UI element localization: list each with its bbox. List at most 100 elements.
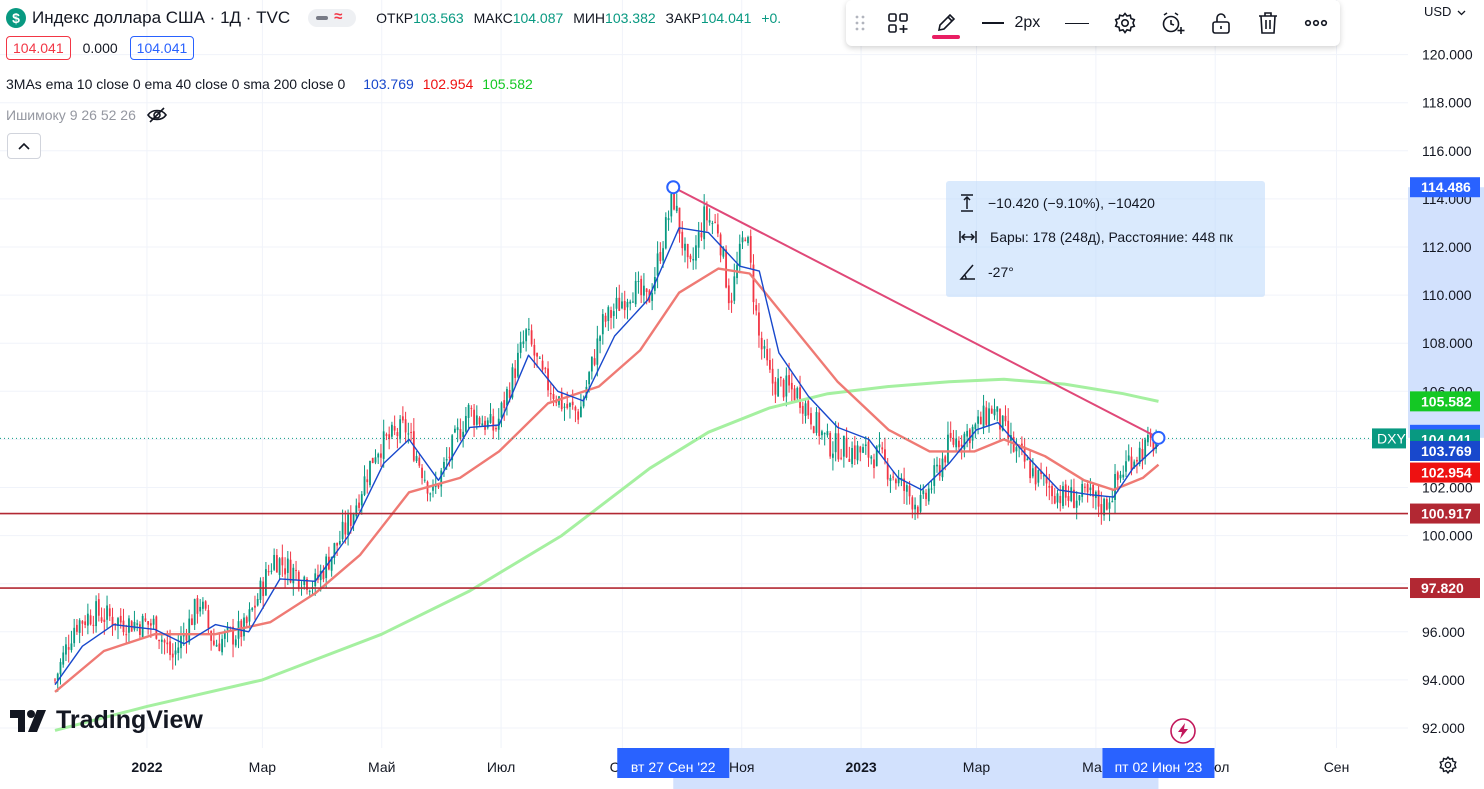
candle-body (401, 416, 404, 421)
candle-body (139, 624, 141, 635)
candle-body (632, 301, 634, 303)
candle-body (593, 358, 596, 365)
candle-body (643, 285, 645, 296)
candle-body (281, 557, 284, 566)
candle-body (640, 278, 643, 296)
candle-body (286, 558, 289, 573)
candle-body (916, 506, 919, 513)
candle-body (155, 616, 158, 639)
candle-body (884, 449, 886, 461)
candle-body (933, 465, 936, 486)
chart-settings-gear-icon[interactable] (1438, 755, 1458, 780)
lock-icon[interactable] (1197, 0, 1245, 46)
candle-body (1108, 502, 1111, 509)
candle-body (695, 245, 697, 261)
candle-body (840, 457, 843, 459)
more-icon[interactable] (1292, 0, 1340, 46)
candle-body (492, 416, 495, 431)
gear-icon[interactable] (1101, 0, 1149, 46)
candle-body (73, 627, 76, 644)
indicator-3mas[interactable]: 3MAs ema 10 close 0 ema 40 close 0 sma 2… (6, 76, 533, 92)
symbol-badge (1372, 428, 1406, 449)
price-tick-label: 94.000 (1422, 672, 1465, 688)
indicator-ichimoku[interactable]: Ишимоку 9 26 52 26 (6, 106, 168, 124)
market-status-pill[interactable]: ≈ (308, 8, 357, 27)
candle-body (467, 404, 470, 419)
candle-body (1051, 485, 1053, 497)
candle-body (771, 368, 774, 384)
tradingview-logo[interactable]: TradingView (10, 706, 203, 735)
candle-body (108, 608, 111, 617)
candle-body (248, 609, 251, 622)
price-badge (1410, 177, 1480, 198)
candle-body (306, 578, 308, 591)
line-width-button[interactable]: 2px (970, 0, 1054, 46)
candle-body (396, 432, 399, 437)
candle-body (319, 570, 322, 581)
symbol-title[interactable]: Индекс доллара США · 1Д · TVC (32, 8, 291, 27)
candle-body (601, 314, 604, 335)
add-object-icon[interactable] (874, 0, 922, 46)
trend-line[interactable] (666, 180, 1166, 445)
candle-body (322, 570, 325, 580)
lightning-icon[interactable] (1169, 717, 1197, 750)
time-tick-label: Сен (1324, 759, 1350, 775)
candle-body (1147, 435, 1149, 443)
candle-body (875, 446, 878, 467)
measure-bars-row: Бары: 178 (248д), Расстояние: 448 пк (958, 228, 1233, 246)
candle-body (610, 310, 612, 318)
candle-body (689, 255, 692, 260)
candle-body (788, 375, 790, 386)
sell-price[interactable]: 104.041 (6, 36, 71, 60)
pencil-icon[interactable] (922, 0, 970, 46)
candle-body (725, 249, 727, 288)
candle-body (580, 406, 582, 418)
candle-body (785, 375, 788, 397)
moving-averages (54, 227, 1160, 732)
candle-body (314, 573, 317, 587)
measure-angle: -27° (988, 264, 1014, 280)
candle-body (1086, 484, 1089, 493)
candle-body (996, 406, 999, 412)
collapse-legend-button[interactable] (7, 133, 41, 159)
candle-body (779, 376, 782, 379)
eye-crossed-icon[interactable] (146, 106, 168, 124)
candle-body (864, 444, 867, 446)
candle-body (968, 429, 971, 444)
candle-body (922, 490, 925, 495)
candle-body (533, 344, 536, 356)
bid-ask-row: 104.041 0.000 104.041 (6, 36, 195, 60)
alert-icon[interactable] (1149, 0, 1197, 46)
candle-body (174, 650, 177, 655)
candle-body (147, 621, 150, 625)
price-tick-label: 100.000 (1422, 528, 1473, 544)
candle-body (588, 372, 591, 385)
candle-body (163, 640, 166, 643)
candle-body (845, 437, 848, 458)
candle-body (908, 485, 911, 497)
drag-handle-icon[interactable] (846, 0, 874, 46)
candle-body (755, 305, 758, 311)
candle-body (475, 415, 478, 425)
line-dash-icon[interactable] (1053, 0, 1101, 46)
candle-body (388, 434, 391, 440)
candle-body (878, 444, 881, 448)
price-badge-label: 114.486 (1421, 179, 1471, 195)
buy-price[interactable]: 104.041 (129, 36, 195, 60)
currency-selector[interactable]: USD (1424, 4, 1466, 19)
candle-body (204, 601, 207, 609)
candle-body (812, 426, 815, 434)
line-width-label: 2px (1014, 14, 1041, 31)
candle-body (549, 393, 552, 395)
candle-body (489, 413, 492, 423)
pencil-color-bar (931, 35, 960, 39)
symbol-badge-label: DXY (1377, 430, 1406, 446)
trash-icon[interactable] (1244, 0, 1292, 46)
price-tick-label: 102.000 (1422, 480, 1473, 496)
candle-body (265, 569, 267, 596)
candle-body (514, 368, 517, 378)
candle-body (990, 408, 993, 414)
candle-body (1048, 485, 1051, 488)
candle-body (330, 556, 333, 571)
